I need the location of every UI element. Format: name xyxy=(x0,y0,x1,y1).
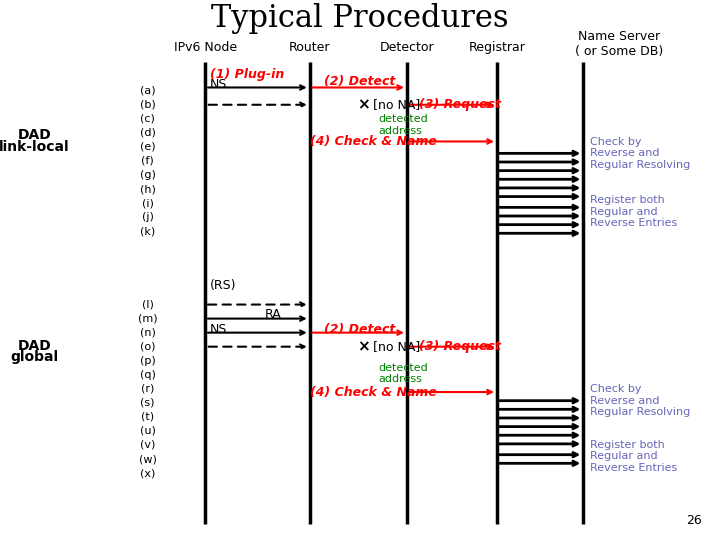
Text: (k): (k) xyxy=(140,226,156,236)
Text: (q): (q) xyxy=(140,370,156,380)
Text: [no NA]: [no NA] xyxy=(373,340,420,353)
Text: Typical Procedures: Typical Procedures xyxy=(211,3,509,35)
Text: (g): (g) xyxy=(140,170,156,180)
Text: IPv6 Node: IPv6 Node xyxy=(174,41,237,54)
Text: (i): (i) xyxy=(142,198,153,208)
Text: DAD: DAD xyxy=(18,128,51,142)
Text: DAD: DAD xyxy=(18,339,51,353)
Text: NS: NS xyxy=(210,323,228,336)
Text: (w): (w) xyxy=(139,454,156,464)
Text: ×: × xyxy=(357,97,370,112)
Text: RA: RA xyxy=(265,308,282,321)
Text: (d): (d) xyxy=(140,128,156,138)
Text: (4) Check & Name: (4) Check & Name xyxy=(310,135,436,148)
Text: (a): (a) xyxy=(140,86,156,96)
Text: link-local: link-local xyxy=(0,140,70,154)
Text: (1) Plug-in: (1) Plug-in xyxy=(210,68,284,81)
Text: (v): (v) xyxy=(140,440,156,450)
Text: [no NA]: [no NA] xyxy=(373,98,420,111)
Text: detected
address: detected address xyxy=(378,114,428,136)
Text: Router: Router xyxy=(289,41,330,54)
Text: (3) Request: (3) Request xyxy=(419,340,501,353)
Text: ×: × xyxy=(357,339,370,354)
Text: Name Server
( or Some DB): Name Server ( or Some DB) xyxy=(575,30,663,58)
Text: (x): (x) xyxy=(140,468,156,478)
Text: (u): (u) xyxy=(140,426,156,436)
Text: (b): (b) xyxy=(140,100,156,110)
Text: (n): (n) xyxy=(140,328,156,338)
Text: (m): (m) xyxy=(138,314,158,323)
Text: (o): (o) xyxy=(140,342,156,352)
Text: global: global xyxy=(11,350,58,365)
Text: (3) Request: (3) Request xyxy=(419,98,501,111)
Text: (c): (c) xyxy=(140,114,155,124)
Text: (f): (f) xyxy=(141,156,154,166)
Text: (RS): (RS) xyxy=(210,279,237,292)
Text: (s): (s) xyxy=(140,398,155,408)
Text: Check by
Reverse and
Regular Resolving: Check by Reverse and Regular Resolving xyxy=(590,384,690,417)
Text: NS: NS xyxy=(210,78,228,91)
Text: (4) Check & Name: (4) Check & Name xyxy=(310,386,436,399)
Text: 26: 26 xyxy=(686,514,702,526)
Text: (r): (r) xyxy=(141,384,154,394)
Text: (2) Detect: (2) Detect xyxy=(324,75,395,87)
Text: detected
address: detected address xyxy=(378,363,428,384)
Text: Check by
Reverse and
Regular Resolving: Check by Reverse and Regular Resolving xyxy=(590,137,690,170)
Text: Register both
Regular and
Reverse Entries: Register both Regular and Reverse Entrie… xyxy=(590,195,678,228)
Text: (l): (l) xyxy=(142,300,153,309)
Text: (j): (j) xyxy=(142,212,153,222)
Text: Detector: Detector xyxy=(379,41,434,54)
Text: Register both
Regular and
Reverse Entries: Register both Regular and Reverse Entrie… xyxy=(590,440,678,473)
Text: (e): (e) xyxy=(140,142,156,152)
Text: (t): (t) xyxy=(141,412,154,422)
Text: (2) Detect: (2) Detect xyxy=(324,323,395,336)
Text: (p): (p) xyxy=(140,356,156,366)
Text: (h): (h) xyxy=(140,184,156,194)
Text: Registrar: Registrar xyxy=(469,41,525,54)
